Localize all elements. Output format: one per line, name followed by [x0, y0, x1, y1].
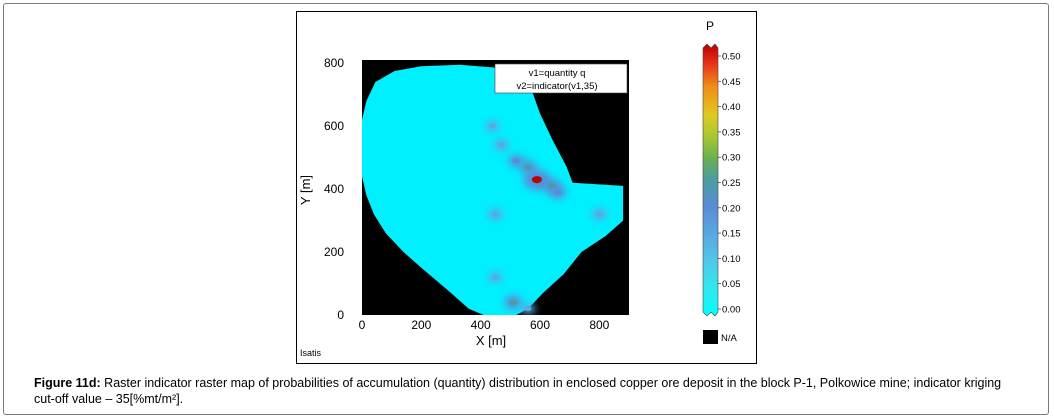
- hotspot-core: [509, 299, 518, 306]
- hotspot: [493, 139, 509, 151]
- y-tick-label: 200: [324, 245, 344, 259]
- colorbar-tick-label: 0.30: [722, 153, 741, 164]
- y-axis-ticks: 0 200 400 600 800: [324, 56, 344, 322]
- colorbar-ticks: 0.00 0.05 0.10 0.15 0.20 0.25 0.30 0.35 0.40 0.45…: [718, 52, 741, 316]
- x-tick-label: 0: [359, 318, 366, 332]
- y-tick-label: 400: [324, 182, 344, 196]
- y-axis-label: Y [m]: [298, 175, 313, 205]
- colorbar: [702, 43, 719, 317]
- legend-line-2: v2=indicator(v1,35): [516, 81, 597, 92]
- hotspot: [485, 120, 500, 132]
- hotspot: [488, 271, 503, 283]
- variable-legend-box: [494, 63, 628, 94]
- y-tick-label: 600: [324, 119, 344, 133]
- legend-line-1: v1=quantity q: [529, 68, 586, 79]
- x-tick-label: 600: [530, 318, 550, 332]
- colorbar-tick-label: 0.20: [722, 203, 741, 214]
- hotspot-core: [497, 142, 506, 148]
- x-tick-label: 800: [589, 318, 609, 332]
- hotspot: [521, 303, 536, 315]
- hotspot-core: [524, 306, 532, 312]
- colorbar-tick-label: 0.00: [722, 305, 741, 316]
- hotspot: [487, 208, 504, 221]
- colorbar-tick-label: 0.15: [722, 229, 741, 240]
- caption-text: Raster indicator raster map of probabili…: [34, 376, 1002, 406]
- hotspot-core: [554, 189, 562, 195]
- caption-label: Figure 11d:: [34, 376, 101, 390]
- hotspot: [591, 208, 607, 221]
- hotspot-core: [512, 158, 520, 164]
- y-tick-label: 800: [324, 56, 344, 70]
- hotspot-core: [491, 211, 500, 217]
- hotspot-layer: [485, 120, 607, 315]
- hotspot-core: [489, 123, 497, 129]
- colorbar-tick-label: 0.05: [722, 279, 741, 290]
- figure-caption: Figure 11d: Raster indicator raster map …: [34, 375, 1024, 407]
- hotspot-core: [595, 211, 603, 217]
- colorbar-tick-label: 0.25: [722, 178, 741, 189]
- x-tick-label: 400: [471, 318, 491, 332]
- colorbar-tick-label: 0.35: [722, 127, 741, 138]
- na-label: N/A: [721, 333, 738, 344]
- hotspot-core: [492, 274, 499, 280]
- colorbar-tick-label: 0.40: [722, 102, 741, 113]
- hotspot: [508, 154, 525, 167]
- colorbar-tick-label: 0.10: [722, 254, 741, 265]
- y-tick-label: 0: [337, 308, 344, 322]
- na-swatch: [703, 330, 718, 344]
- colorbar-tick-label: 0.45: [722, 77, 741, 88]
- hotspot: [549, 185, 567, 199]
- hotspot-core: [524, 164, 533, 170]
- software-label: Isatis: [300, 348, 322, 358]
- estimated-domain: [362, 64, 624, 315]
- x-axis-ticks: 0 200 400 600 800: [359, 318, 610, 332]
- x-tick-label: 200: [411, 318, 431, 332]
- x-axis-label: X [m]: [476, 333, 506, 348]
- colorbar-tick-label: 0.50: [722, 52, 741, 63]
- colorbar-title: P: [706, 19, 714, 33]
- hotspot: [504, 295, 523, 310]
- hotspot-core: [531, 176, 543, 184]
